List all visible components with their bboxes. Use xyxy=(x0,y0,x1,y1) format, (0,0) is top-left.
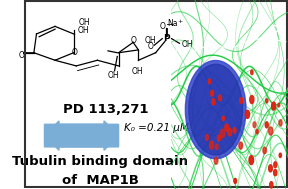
Ellipse shape xyxy=(272,102,276,110)
Ellipse shape xyxy=(234,178,236,183)
Ellipse shape xyxy=(233,128,236,133)
Ellipse shape xyxy=(239,142,242,149)
Ellipse shape xyxy=(222,116,224,121)
Ellipse shape xyxy=(189,64,242,155)
Ellipse shape xyxy=(279,153,281,157)
Ellipse shape xyxy=(263,147,266,154)
Text: O: O xyxy=(160,22,166,31)
Ellipse shape xyxy=(215,144,218,149)
Ellipse shape xyxy=(212,99,215,105)
Text: Tubulin binding domain: Tubulin binding domain xyxy=(12,156,188,168)
Ellipse shape xyxy=(185,60,246,159)
FancyArrow shape xyxy=(44,121,119,150)
Text: O: O xyxy=(130,36,136,45)
Text: of  MAP1B: of MAP1B xyxy=(62,174,139,187)
Ellipse shape xyxy=(256,129,258,134)
Ellipse shape xyxy=(219,95,221,101)
Ellipse shape xyxy=(250,95,254,104)
Text: P: P xyxy=(163,34,170,43)
Ellipse shape xyxy=(269,165,272,172)
Ellipse shape xyxy=(240,98,242,104)
Ellipse shape xyxy=(278,103,280,107)
Ellipse shape xyxy=(274,162,277,168)
Text: OH: OH xyxy=(77,26,89,35)
Text: K₀ =0.21 μM: K₀ =0.21 μM xyxy=(124,123,189,133)
FancyBboxPatch shape xyxy=(23,0,181,188)
Text: OH: OH xyxy=(131,67,143,76)
Ellipse shape xyxy=(205,134,209,140)
Ellipse shape xyxy=(225,124,229,131)
Ellipse shape xyxy=(210,141,214,149)
Ellipse shape xyxy=(245,110,249,118)
Ellipse shape xyxy=(217,135,220,141)
Text: O: O xyxy=(19,51,25,60)
Ellipse shape xyxy=(266,99,268,103)
Ellipse shape xyxy=(253,122,256,128)
Ellipse shape xyxy=(249,156,253,165)
Text: O: O xyxy=(72,48,78,57)
Text: PD 113,271: PD 113,271 xyxy=(62,103,148,116)
Ellipse shape xyxy=(208,79,211,84)
Ellipse shape xyxy=(251,70,253,75)
Text: OH: OH xyxy=(182,40,194,49)
Ellipse shape xyxy=(228,128,232,136)
Ellipse shape xyxy=(269,127,273,135)
Text: −: − xyxy=(165,19,173,28)
Ellipse shape xyxy=(279,120,282,126)
Text: Na: Na xyxy=(168,19,178,28)
Ellipse shape xyxy=(265,122,268,128)
Text: OH: OH xyxy=(270,25,287,35)
Ellipse shape xyxy=(270,182,273,188)
Ellipse shape xyxy=(274,170,277,176)
Text: OH: OH xyxy=(145,36,157,45)
Ellipse shape xyxy=(220,129,225,138)
Text: +: + xyxy=(177,19,182,24)
Ellipse shape xyxy=(211,90,214,96)
Text: OH: OH xyxy=(79,18,90,27)
Text: OH: OH xyxy=(107,71,119,80)
FancyArrow shape xyxy=(44,121,119,150)
Text: O: O xyxy=(148,42,154,51)
Ellipse shape xyxy=(214,157,218,164)
